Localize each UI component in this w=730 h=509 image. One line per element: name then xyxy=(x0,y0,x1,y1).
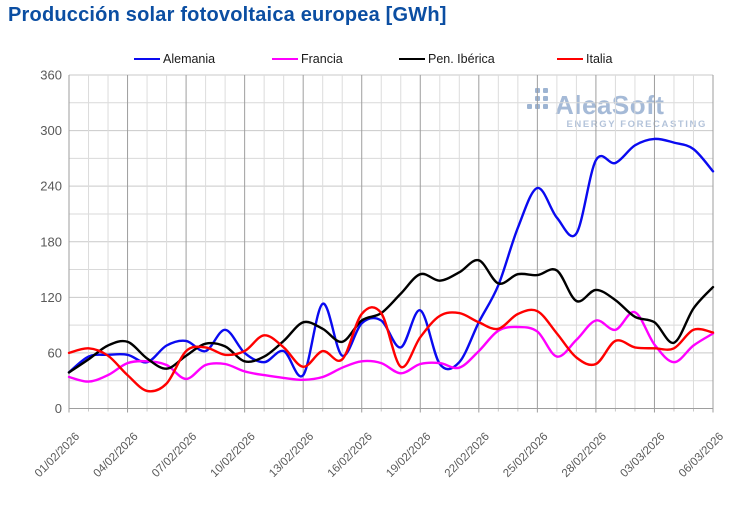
x-tick-label: 22/02/2026 xyxy=(443,431,492,480)
x-tick-label: 03/03/2026 xyxy=(618,431,667,480)
y-axis-labels: 0 60 120 180 240 300 360 xyxy=(40,68,62,417)
watermark: AleaSoft ENERGY FORECASTING xyxy=(527,88,707,130)
legend-item-alemania: Alemania xyxy=(134,51,215,67)
y-tick-label: 180 xyxy=(40,234,62,249)
aleasoft-logo-icon xyxy=(527,88,551,115)
gridlines xyxy=(68,74,714,413)
legend-label: Italia xyxy=(586,52,613,66)
legend: Alemania Francia Pen. Ibérica Italia xyxy=(0,51,730,67)
page-title: Producción solar fotovoltaica europea [G… xyxy=(8,4,447,26)
y-tick-label: 0 xyxy=(55,401,62,416)
series-lines xyxy=(67,137,715,393)
watermark-brand: AleaSoft xyxy=(555,90,665,120)
y-tick-label: 60 xyxy=(48,345,62,360)
series-line-italia xyxy=(67,306,715,393)
legend-swatch-pen-iberica xyxy=(399,57,425,61)
x-tick-label: 04/02/2026 xyxy=(91,431,140,480)
y-tick-label: 360 xyxy=(40,68,62,83)
x-tick-label: 28/02/2026 xyxy=(560,431,609,480)
legend-item-pen-iberica: Pen. Ibérica xyxy=(399,51,495,67)
y-tick-label: 120 xyxy=(40,290,62,305)
y-tick-label: 240 xyxy=(40,179,62,194)
series-line-francia xyxy=(67,310,715,383)
legend-label: Francia xyxy=(301,52,343,66)
x-tick-label: 25/02/2026 xyxy=(501,431,550,480)
series-line-pen-iberica xyxy=(67,258,715,374)
x-tick-label: 19/02/2026 xyxy=(384,431,433,480)
x-axis-labels: 01/02/2026 04/02/2026 07/02/2026 10/02/2026… xyxy=(33,431,726,480)
x-tick-label: 10/02/2026 xyxy=(209,431,258,480)
x-tick-label: 01/02/2026 xyxy=(33,431,82,480)
x-tick-label: 06/03/2026 xyxy=(677,431,726,480)
legend-swatch-italia xyxy=(557,57,583,61)
watermark-tagline: ENERGY FORECASTING xyxy=(566,119,707,130)
legend-label: Alemania xyxy=(163,52,216,66)
legend-item-italia: Italia xyxy=(557,51,612,67)
legend-swatch-alemania xyxy=(134,57,160,61)
legend-swatch-francia xyxy=(272,57,298,61)
x-tick-label: 07/02/2026 xyxy=(150,431,199,480)
legend-label: Pen. Ibérica xyxy=(428,52,495,66)
y-tick-label: 300 xyxy=(40,123,62,138)
x-tick-label: 13/02/2026 xyxy=(267,431,316,480)
x-tick-label: 16/02/2026 xyxy=(326,431,375,480)
legend-item-francia: Francia xyxy=(272,51,343,67)
